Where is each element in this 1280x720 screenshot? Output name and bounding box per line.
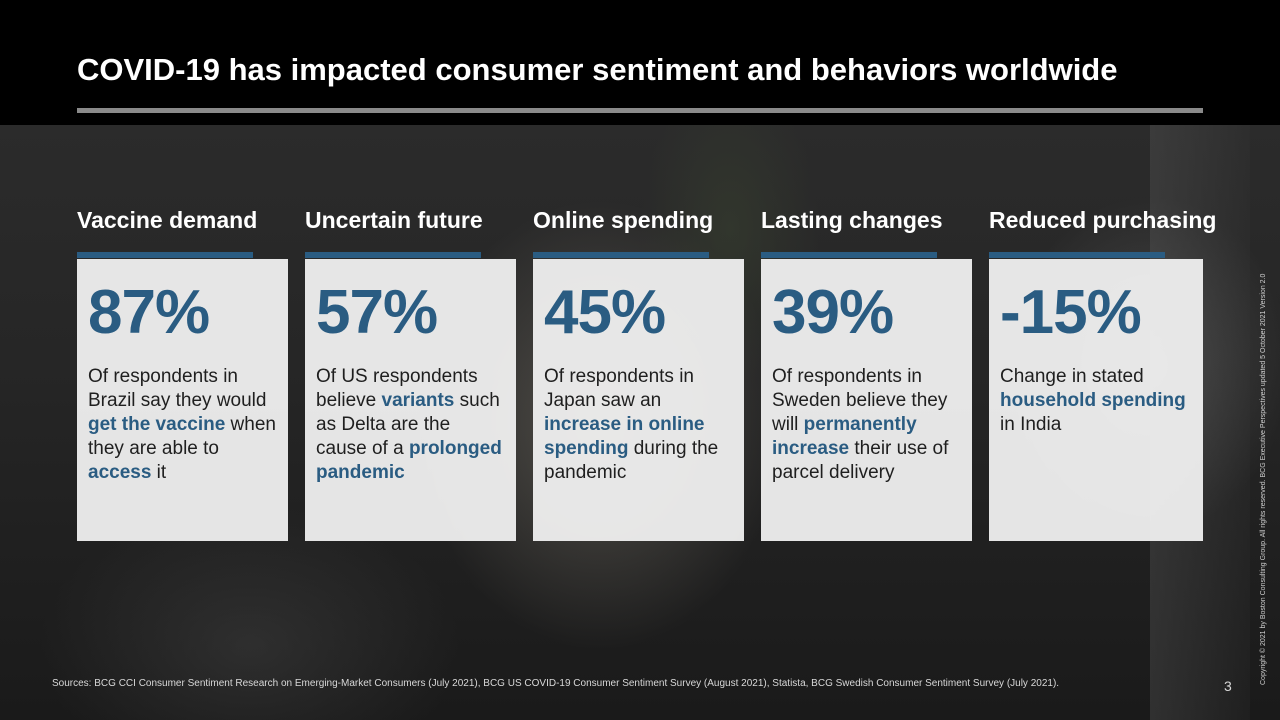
title-bar: COVID-19 has impacted consumer sentiment…	[0, 0, 1280, 125]
stat-card: 87% Of respondents in Brazil say they wo…	[77, 259, 288, 541]
description-text: such as Delta are the cause of a	[316, 390, 500, 459]
description-text: Of respondents in Brazil say they would	[88, 366, 267, 411]
card-heading: Lasting changes	[761, 207, 943, 233]
card-heading: Reduced purchasing	[989, 207, 1217, 233]
description-text: in India	[1000, 414, 1062, 435]
stat-value: -15%	[1000, 278, 1142, 347]
stat-value: 45%	[544, 278, 666, 347]
description-text: their use of parcel delivery	[772, 438, 949, 483]
card-accent-bar	[77, 252, 253, 258]
page-number: 3	[1224, 678, 1232, 694]
highlighted-text: variants	[381, 390, 455, 411]
highlighted-text: permanently increase	[772, 414, 917, 459]
card-heading: Uncertain future	[305, 207, 483, 233]
description-text: Of respondents in Sweden believe they wi…	[772, 366, 948, 435]
stat-value: 39%	[772, 278, 894, 347]
card-column-uncertain-future: Uncertain future 57% Of US respondents b…	[305, 205, 516, 541]
stat-card: -15% Change in stated household spending…	[989, 259, 1203, 541]
slide-title: COVID-19 has impacted consumer sentiment…	[77, 52, 1118, 87]
card-accent-bar	[989, 252, 1165, 258]
stat-description: Of US respondents believe variants such …	[316, 365, 506, 485]
stat-value: 87%	[88, 278, 210, 347]
card-heading: Vaccine demand	[77, 207, 258, 233]
card-column-reduced-purchasing: Reduced purchasing -15% Change in stated…	[989, 205, 1217, 541]
title-underline	[77, 108, 1203, 113]
card-accent-bar	[533, 252, 709, 258]
stat-card: 45% Of respondents in Japan saw an incre…	[533, 259, 744, 541]
copyright-notice: Copyright © 2021 by Boston Consulting Gr…	[1260, 273, 1267, 685]
stat-description: Of respondents in Sweden believe they wi…	[772, 365, 962, 485]
description-text: Of respondents in Japan saw an	[544, 366, 694, 411]
card-heading: Online spending	[533, 207, 714, 233]
card-accent-bar	[761, 252, 937, 258]
description-text: when they are able to	[88, 414, 276, 459]
description-text: during the pandemic	[544, 438, 719, 483]
highlighted-text: increase in online spending	[544, 414, 705, 459]
sources-footnote: Sources: BCG CCI Consumer Sentiment Rese…	[52, 678, 1060, 689]
stat-description: Of respondents in Japan saw an increase …	[544, 365, 734, 485]
description-text: Change in stated	[1000, 366, 1144, 387]
card-accent-bar	[305, 252, 481, 258]
card-column-vaccine-demand: Vaccine demand 87% Of respondents in Bra…	[77, 205, 288, 541]
highlighted-text: access	[88, 462, 152, 483]
stat-description: Change in stated household spending in I…	[1000, 365, 1193, 437]
highlighted-text: prolonged pandemic	[316, 438, 502, 483]
card-column-online-spending: Online spending 45% Of respondents in Ja…	[533, 205, 744, 541]
stat-card: 39% Of respondents in Sweden believe the…	[761, 259, 972, 541]
description-text: Of US respondents believe	[316, 366, 478, 411]
stat-description: Of respondents in Brazil say they would …	[88, 365, 278, 485]
card-column-lasting-changes: Lasting changes 39% Of respondents in Sw…	[761, 205, 972, 541]
stat-value: 57%	[316, 278, 438, 347]
description-text: it	[151, 462, 167, 483]
highlighted-text: household spending	[1000, 390, 1186, 411]
stat-card: 57% Of US respondents believe variants s…	[305, 259, 516, 541]
highlighted-text: get the vaccine	[88, 414, 226, 435]
